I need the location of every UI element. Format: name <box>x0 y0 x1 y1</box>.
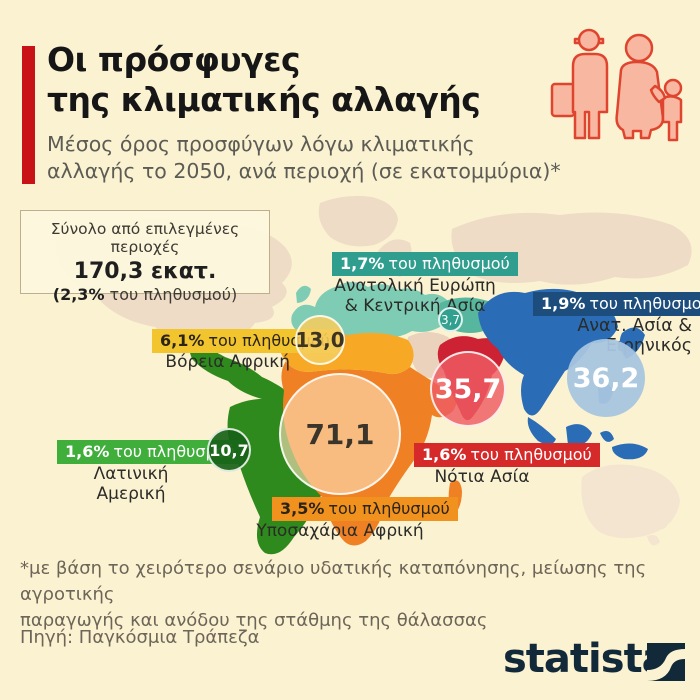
badge-pct: 1,6% <box>422 445 467 464</box>
summary-caption: Σύνολο από επιλεγμένες περιοχές <box>50 220 240 256</box>
bubble-east-asia-pacific: 36,2 <box>567 339 645 417</box>
bubble-east-europe-central-asia: 3,7 <box>438 307 463 332</box>
subtitle-line-1: Μέσος όρος προσφύγων λόγω κλιματικής <box>47 132 475 156</box>
map-british-isles <box>296 285 311 303</box>
badge-suffix: του πληθυσμού <box>388 254 510 273</box>
label-line-1: Ανατολική Ευρώπη <box>334 276 496 296</box>
badge-suffix: του πληθυσμού <box>328 499 450 518</box>
map-sulawesi <box>600 431 614 442</box>
bubble-value: 10,7 <box>209 440 249 460</box>
summary-total-value: 170,3 εκατ. <box>73 259 217 284</box>
subtitle-line-2: αλλαγής το 2050, ανά περιοχή (σε εκατομμ… <box>47 159 561 183</box>
title-line-1: Οι πρόσφυγες <box>47 40 301 79</box>
refugee-family-icon <box>550 28 683 142</box>
badge-east-europe-central-asia: 1,7% του πληθυσμού <box>332 252 518 276</box>
map-china-southeast-asia <box>478 288 618 416</box>
badge-suffix: του πληθυσμού <box>589 294 700 313</box>
bubble-north-africa: 13,0 <box>295 315 345 365</box>
map-new-zealand-north <box>656 517 667 530</box>
label-line-2: & Κεντρική Ασία <box>344 296 486 316</box>
bubble-latin-america: 10,7 <box>207 428 251 472</box>
bubble-value: 13,0 <box>295 328 345 352</box>
title-line-2: της κλιματικής αλλαγής <box>47 80 481 119</box>
statista-logo-icon <box>647 643 685 681</box>
map-new-guinea <box>612 443 648 460</box>
source-text: Πηγή: Παγκόσμια Τράπεζα <box>20 627 260 648</box>
title-accent-bar <box>22 46 35 184</box>
map-mexico-central-america <box>188 346 304 415</box>
footnote: *με βάση το χειρότερο σενάριο υδατικής κ… <box>20 556 675 634</box>
label-east-europe-central-asia: Ανατολική Ευρώπη & Κεντρική Ασία <box>330 276 500 316</box>
footnote-line-2: παραγωγής και ανόδου της στάθμης της θάλ… <box>20 610 488 631</box>
map-australia <box>581 464 680 539</box>
page-title: Οι πρόσφυγες της κλιματικής αλλαγής <box>47 40 481 120</box>
summary-percent-bold: (2,3% <box>52 285 105 304</box>
statista-logo-text: statista <box>503 636 669 682</box>
bubble-value: 36,2 <box>572 362 640 394</box>
summary-percent-rest: του πληθυσμού) <box>104 285 238 304</box>
summary-box: Σύνολο από επιλεγμένες περιοχές 170,3 εκ… <box>20 210 270 304</box>
map-greenland <box>318 195 398 247</box>
label-latin-america: Λατινική Αμερική <box>93 464 169 504</box>
badge-pct: 1,9% <box>541 294 586 313</box>
map-sumatra-java <box>527 417 556 445</box>
badge-pct: 6,1% <box>160 331 205 350</box>
bubble-value: 35,7 <box>434 373 502 405</box>
bubble-value: 3,7 <box>440 312 461 327</box>
badge-pct: 1,6% <box>65 442 110 461</box>
badge-suffix: του πληθυσμού <box>113 442 235 461</box>
map-new-zealand-south <box>647 534 660 546</box>
badge-suffix: του πληθυσμού <box>470 445 592 464</box>
badge-east-asia-pacific: 1,9% του πληθυσμού <box>533 292 700 316</box>
footnote-line-1: *με βάση το χειρότερο σενάριο υδατικής κ… <box>20 558 647 605</box>
label-sub-saharan-africa: Υποσαχάρια Αφρική <box>256 521 424 541</box>
label-south-asia: Νότια Ασία <box>434 467 530 487</box>
summary-percent: (2,3% του πληθυσμού) <box>21 285 269 304</box>
badge-pct: 1,7% <box>340 254 385 273</box>
badge-sub-saharan-africa: 3,5% του πληθυσμού <box>272 497 458 521</box>
page-subtitle: Μέσος όρος προσφύγων λόγω κλιματικής αλλ… <box>47 131 561 185</box>
badge-pct: 3,5% <box>280 499 325 518</box>
map-borneo <box>566 424 592 446</box>
bubble-south-asia: 35,7 <box>430 351 506 427</box>
bubble-sub-saharan-africa: 71,1 <box>279 373 401 495</box>
bubble-value: 71,1 <box>305 417 375 451</box>
label-north-africa: Βόρεια Αφρική <box>165 352 290 372</box>
label-east-asia-pacific: Ανατ. Ασία & Ειρηνικός <box>577 316 692 356</box>
badge-south-asia: 1,6% του πληθυσμού <box>414 443 600 467</box>
